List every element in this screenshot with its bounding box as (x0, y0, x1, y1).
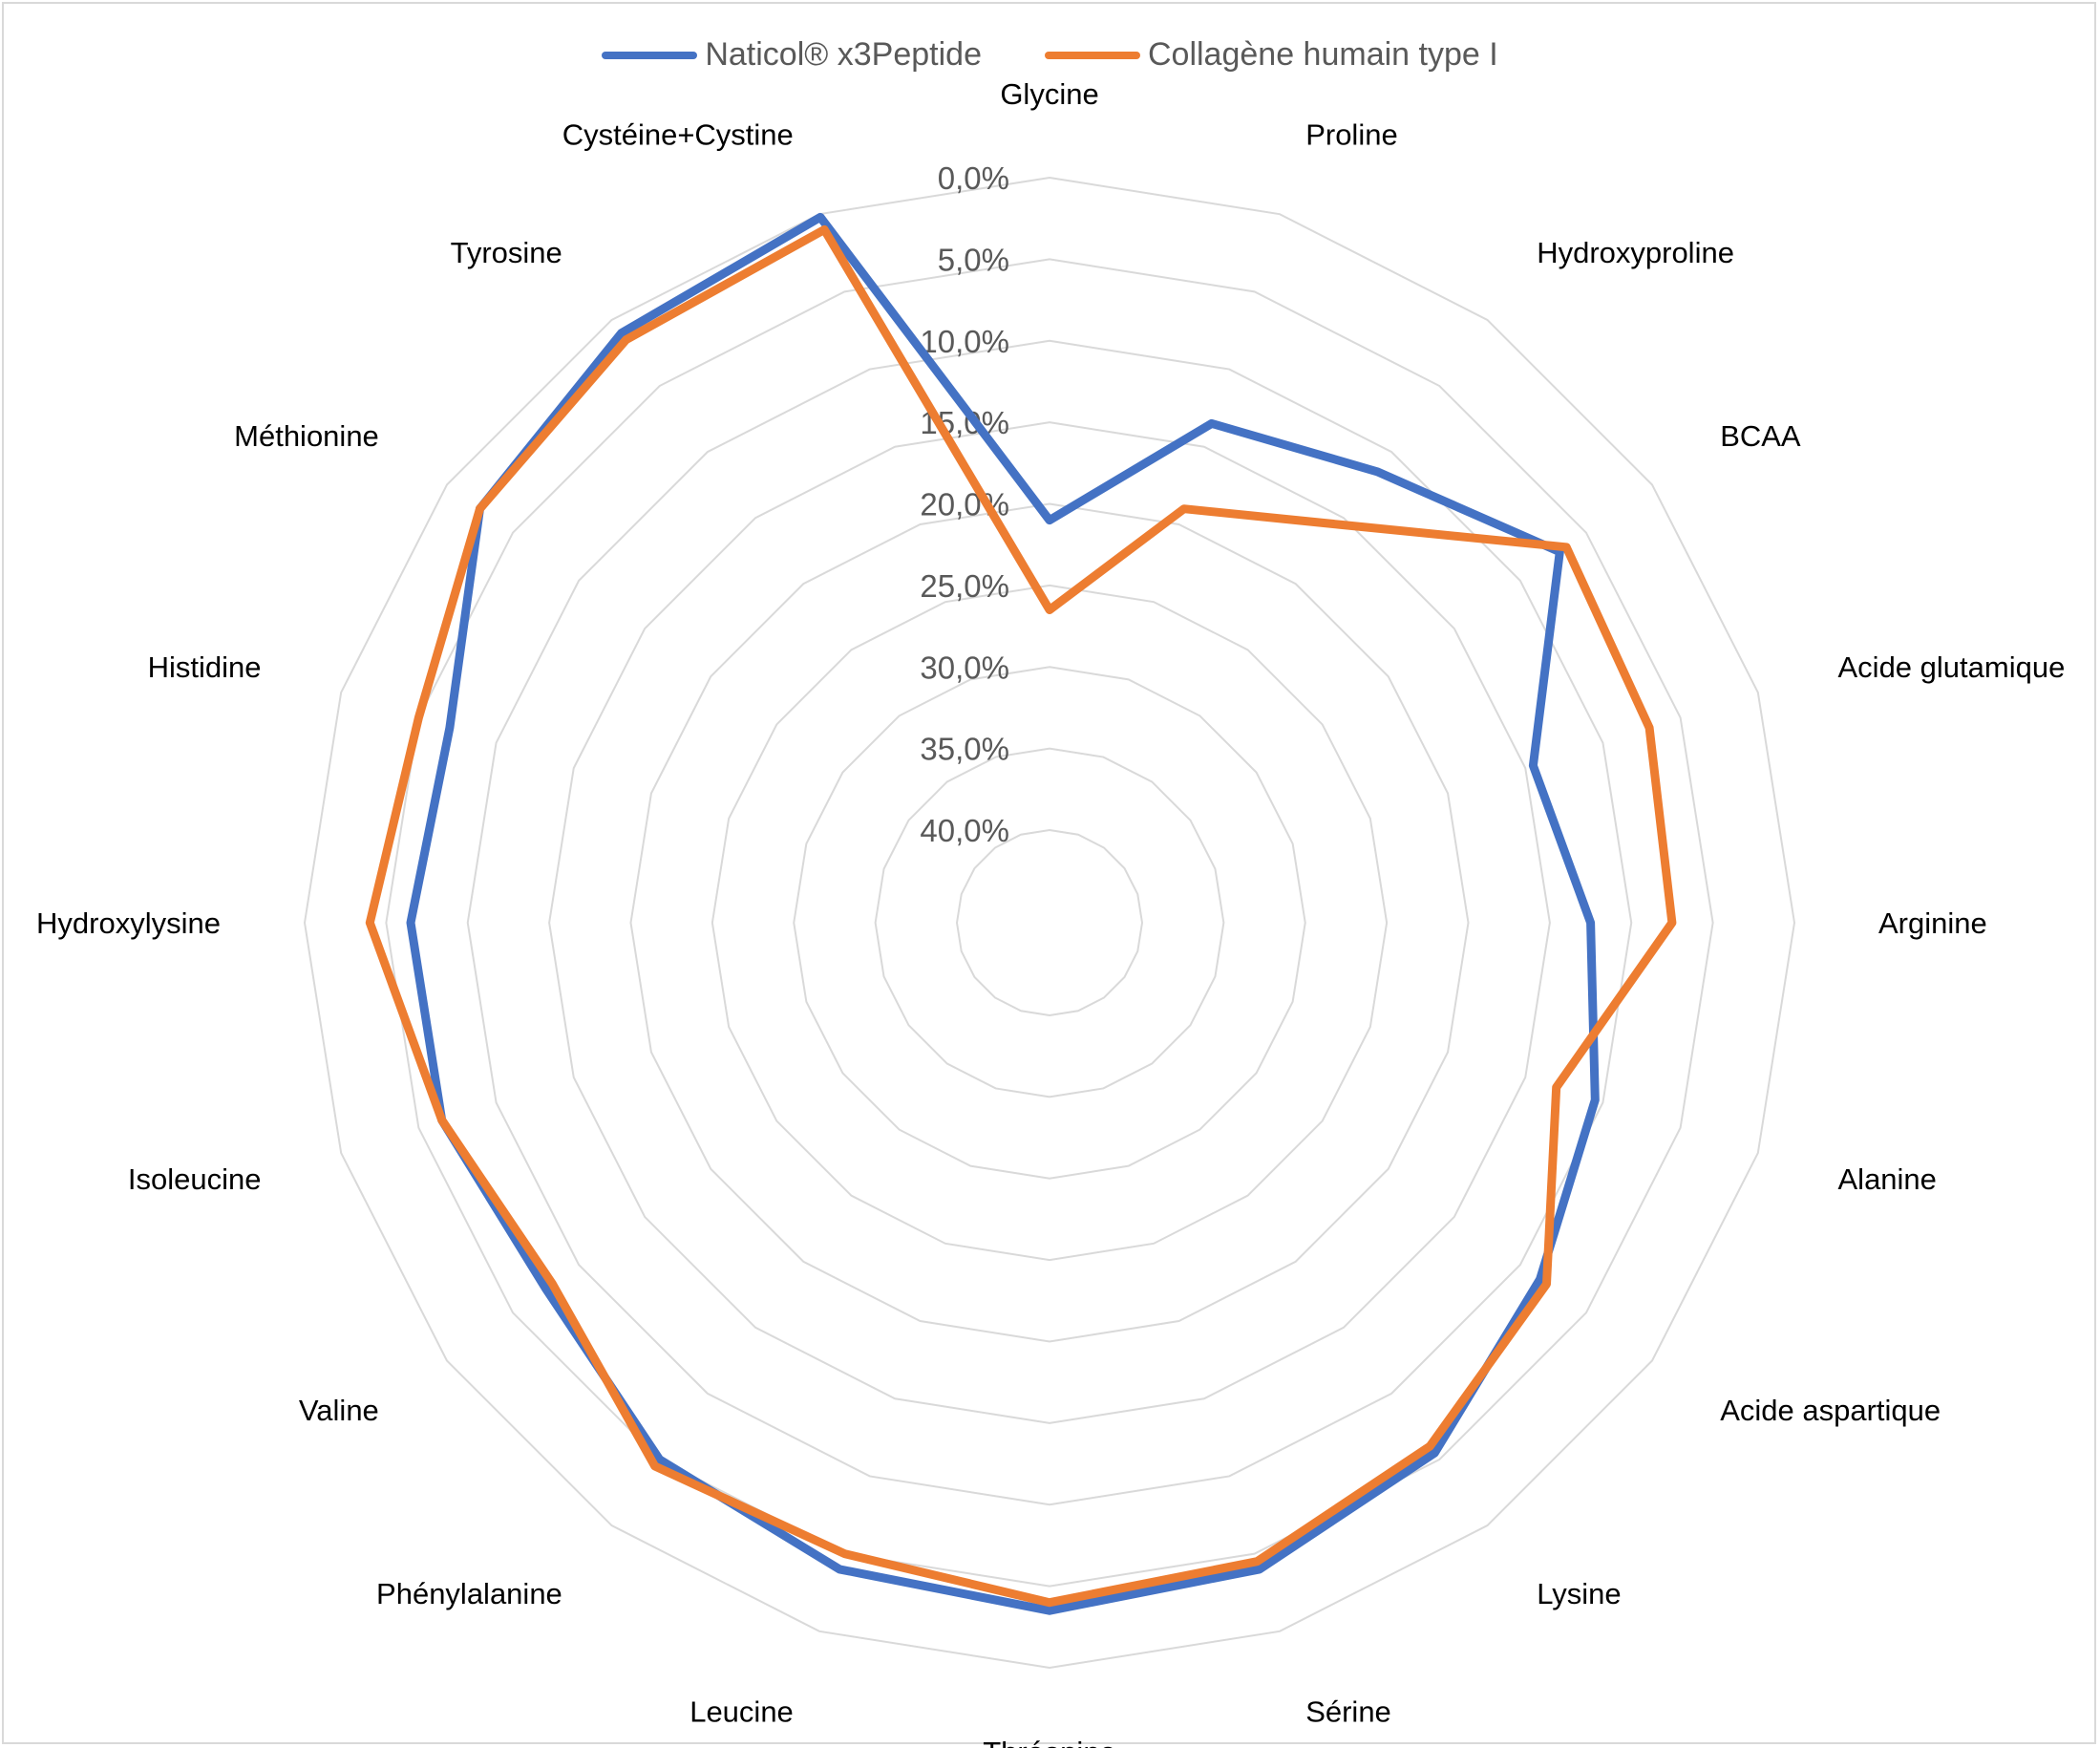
category-label: Histidine (148, 650, 262, 684)
axis-tick-label: 35,0% (920, 732, 1009, 767)
category-label: Lysine (1537, 1577, 1621, 1610)
category-label: Sérine (1305, 1695, 1391, 1729)
legend-swatch-collagene (1044, 51, 1140, 59)
category-label: Arginine (1878, 906, 1987, 940)
category-label: Acide aspartique (1720, 1394, 1941, 1427)
category-label: Valine (299, 1394, 379, 1427)
axis-tick-label: 40,0% (920, 813, 1009, 848)
axis-tick-label: 10,0% (920, 324, 1009, 359)
category-label: Hydroxyproline (1537, 236, 1734, 269)
category-label: Acide glutamique (1838, 650, 2066, 684)
legend-swatch-naticol (602, 51, 698, 59)
category-label: Glycine (1000, 77, 1098, 111)
category-label: Cystéine+Cystine (562, 118, 794, 152)
grid-ring (793, 666, 1306, 1180)
category-label: Isoleucine (128, 1162, 262, 1196)
axis-tick-label: 5,0% (938, 242, 1009, 277)
legend-label-collagene: Collagène humain type I (1147, 36, 1498, 73)
axis-tick-label: 25,0% (920, 568, 1009, 604)
axis-tick-labels: 0,0%5,0%10,0%15,0%20,0%25,0%30,0%35,0%40… (920, 160, 1009, 848)
legend-item-naticol: Naticol® x3Peptide (602, 36, 982, 74)
grid-ring (711, 584, 1389, 1262)
category-label: Proline (1305, 118, 1398, 152)
category-label: Alanine (1838, 1162, 1937, 1196)
category-label: Leucine (689, 1695, 794, 1729)
axis-tick-label: 0,0% (938, 160, 1009, 196)
grid-ring (955, 828, 1144, 1017)
category-label: Phénylalanine (376, 1577, 562, 1610)
legend-item-collagene: Collagène humain type I (1044, 36, 1498, 74)
series-line-1 (365, 224, 1677, 1608)
category-labels: Glycine Proline Hydroxyproline BCAA Acide gl… (36, 77, 2065, 1748)
category-label: Hydroxylysine (36, 906, 221, 940)
radar-grid (303, 176, 1796, 1670)
category-label: Thréonine (983, 1736, 1116, 1748)
grid-ring (629, 502, 1470, 1343)
grid-ring (874, 747, 1225, 1098)
legend-label-naticol: Naticol® x3Peptide (705, 36, 982, 73)
category-label: Tyrosine (451, 236, 562, 269)
legend: Naticol® x3Peptide Collagène humain type… (0, 36, 2100, 74)
grid-ring (303, 176, 1796, 1670)
category-label: BCAA (1720, 419, 1801, 453)
grid-ring (385, 258, 1714, 1588)
category-label: Méthionine (234, 419, 379, 453)
axis-tick-label: 30,0% (920, 650, 1009, 685)
grid-ring (548, 421, 1551, 1424)
series-line-0 (406, 212, 1600, 1615)
radar-series (365, 212, 1677, 1615)
